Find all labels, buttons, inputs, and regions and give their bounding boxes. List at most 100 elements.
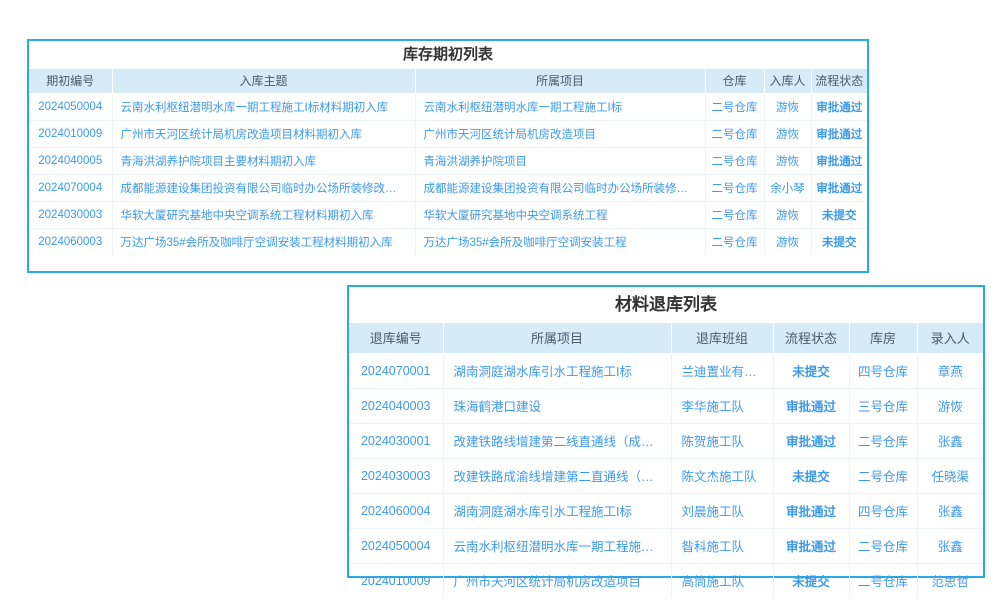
cell-code: 2024060004 xyxy=(349,493,444,529)
return-col-code[interactable]: 退库编号 xyxy=(349,323,444,354)
inventory-col-status[interactable]: 流程状态 xyxy=(811,69,867,94)
cell-subject: 万达广场35#会所及咖啡厅空调安装工程材料期初入库 xyxy=(112,228,416,255)
return-col-status[interactable]: 流程状态 xyxy=(773,323,850,354)
cell-warehouse: 三号仓库 xyxy=(849,388,918,424)
cell-subject: 云南水利枢纽潜明水库一期工程施工I标材料期初入库 xyxy=(112,93,416,121)
status-badge: 审批通过 xyxy=(773,388,850,424)
cell-subject: 华软大厦研究基地中央空调系统工程材料期初入库 xyxy=(112,201,416,229)
table-row[interactable]: 2024040003 珠海鹤港口建设 李华施工队 审批通过 三号仓库 游恢 xyxy=(349,388,983,424)
cell-project: 青海洪湖养护院项目 xyxy=(415,147,706,175)
inventory-col-code[interactable]: 期初编号 xyxy=(29,69,113,94)
cell-team: 刘晨施工队 xyxy=(671,493,774,529)
table-row[interactable]: 2024060003 万达广场35#会所及咖啡厅空调安装工程材料期初入库 万达广… xyxy=(29,228,867,255)
status-badge: 未提交 xyxy=(773,353,850,389)
cell-person: 游恢 xyxy=(764,228,812,255)
status-badge: 未提交 xyxy=(811,201,867,229)
cell-project: 改建铁路线增建第二线直通线（成都-西... xyxy=(443,423,672,459)
cell-project: 万达广场35#会所及咖啡厅空调安装工程 xyxy=(415,228,706,255)
cell-warehouse: 二号仓库 xyxy=(849,458,918,494)
cell-project: 广州市天河区统计局机房改造项目 xyxy=(443,563,672,598)
cell-code: 2024060003 xyxy=(29,228,113,255)
status-badge: 审批通过 xyxy=(811,93,867,121)
return-col-warehouse[interactable]: 库房 xyxy=(849,323,918,354)
status-badge: 审批通过 xyxy=(811,174,867,202)
table-row[interactable]: 2024040005 青海洪湖养护院项目主要材料期初入库 青海洪湖养护院项目 二… xyxy=(29,147,867,175)
cell-warehouse: 二号仓库 xyxy=(849,528,918,564)
cell-code: 2024010009 xyxy=(29,120,113,148)
cell-code: 2024070001 xyxy=(349,353,444,389)
cell-team: 李华施工队 xyxy=(671,388,774,424)
cell-team: 陈文杰施工队 xyxy=(671,458,774,494)
cell-warehouse: 二号仓库 xyxy=(849,563,918,598)
table-row[interactable]: 2024060004 湖南洞庭湖水库引水工程施工I标 刘晨施工队 审批通过 四号… xyxy=(349,493,983,529)
status-badge: 审批通过 xyxy=(773,423,850,459)
cell-project: 华软大厦研究基地中央空调系统工程 xyxy=(415,201,706,229)
status-badge: 审批通过 xyxy=(773,528,850,564)
cell-person: 任晓渠 xyxy=(917,458,983,494)
table-row[interactable]: 2024030001 改建铁路线增建第二线直通线（成都-西... 陈贺施工队 审… xyxy=(349,423,983,459)
inventory-table-title: 库存期初列表 xyxy=(29,41,867,69)
status-badge: 审批通过 xyxy=(811,120,867,148)
table-row[interactable]: 2024030003 改建铁路成渝线增建第二直通线（成渝... 陈文杰施工队 未… xyxy=(349,458,983,494)
return-table-body: 2024070001 湖南洞庭湖水库引水工程施工I标 兰迪置业有限公司 未提交 … xyxy=(349,353,983,598)
cell-code: 2024040005 xyxy=(29,147,113,175)
table-row[interactable]: 2024050004 云南水利枢纽潜明水库一期工程施工I标材料期初入库 云南水利… xyxy=(29,93,867,121)
inventory-header-row: 期初编号 入库主题 所属项目 仓库 入库人 流程状态 xyxy=(29,69,867,94)
return-header-row: 退库编号 所属项目 退库班组 流程状态 库房 录入人 xyxy=(349,323,983,354)
inventory-table-panel: 库存期初列表 期初编号 入库主题 所属项目 仓库 入库人 流程状态 202405… xyxy=(27,39,869,273)
return-col-team[interactable]: 退库班组 xyxy=(671,323,774,354)
cell-code: 2024040003 xyxy=(349,388,444,424)
cell-subject: 广州市天河区统计局机房改造项目材料期初入库 xyxy=(112,120,416,148)
cell-warehouse: 二号仓库 xyxy=(705,147,765,175)
return-table-header: 退库编号 所属项目 退库班组 流程状态 库房 录入人 xyxy=(349,323,983,354)
cell-project: 广州市天河区统计局机房改造项目 xyxy=(415,120,706,148)
status-badge: 审批通过 xyxy=(773,493,850,529)
cell-team: 陈贺施工队 xyxy=(671,423,774,459)
inventory-col-subject[interactable]: 入库主题 xyxy=(112,69,416,94)
cell-person: 游恢 xyxy=(764,120,812,148)
status-badge: 审批通过 xyxy=(811,147,867,175)
cell-warehouse: 二号仓库 xyxy=(705,120,765,148)
cell-code: 2024030003 xyxy=(29,201,113,229)
cell-project: 湖南洞庭湖水库引水工程施工I标 xyxy=(443,493,672,529)
cell-person: 章燕 xyxy=(917,353,983,389)
inventory-col-warehouse[interactable]: 仓库 xyxy=(705,69,765,94)
cell-code: 2024050004 xyxy=(29,93,113,121)
return-table-title: 材料退库列表 xyxy=(349,287,983,323)
status-badge: 未提交 xyxy=(773,563,850,598)
cell-warehouse: 二号仓库 xyxy=(705,174,765,202)
cell-team: 高筒施工队 xyxy=(671,563,774,598)
status-badge: 未提交 xyxy=(773,458,850,494)
cell-warehouse: 四号仓库 xyxy=(849,493,918,529)
table-row[interactable]: 2024070004 成都能源建设集团投资有限公司临时办公场所装修改造工程EPC… xyxy=(29,174,867,202)
inventory-table-body: 2024050004 云南水利枢纽潜明水库一期工程施工I标材料期初入库 云南水利… xyxy=(29,93,867,255)
cell-warehouse: 二号仓库 xyxy=(705,93,765,121)
cell-warehouse: 二号仓库 xyxy=(849,423,918,459)
table-row[interactable]: 2024050004 云南水利枢纽潜明水库一期工程施工I标 昝科施工队 审批通过… xyxy=(349,528,983,564)
cell-team: 兰迪置业有限公司 xyxy=(671,353,774,389)
cell-project: 云南水利枢纽潜明水库一期工程施工I标 xyxy=(443,528,672,564)
cell-person: 张鑫 xyxy=(917,493,983,529)
inventory-col-project[interactable]: 所属项目 xyxy=(415,69,706,94)
cell-project: 珠海鹤港口建设 xyxy=(443,388,672,424)
cell-warehouse: 二号仓库 xyxy=(705,228,765,255)
table-row[interactable]: 2024030003 华软大厦研究基地中央空调系统工程材料期初入库 华软大厦研究… xyxy=(29,201,867,229)
inventory-col-person[interactable]: 入库人 xyxy=(764,69,812,94)
inventory-table-header: 期初编号 入库主题 所属项目 仓库 入库人 流程状态 xyxy=(29,69,867,94)
table-row[interactable]: 2024010009 广州市天河区统计局机房改造项目材料期初入库 广州市天河区统… xyxy=(29,120,867,148)
cell-code: 2024030001 xyxy=(349,423,444,459)
cell-person: 张鑫 xyxy=(917,423,983,459)
cell-code: 2024010009 xyxy=(349,563,444,598)
cell-person: 游恢 xyxy=(764,93,812,121)
inventory-table: 期初编号 入库主题 所属项目 仓库 入库人 流程状态 2024050004 云南… xyxy=(29,69,867,255)
cell-subject: 青海洪湖养护院项目主要材料期初入库 xyxy=(112,147,416,175)
return-col-person[interactable]: 录入人 xyxy=(917,323,983,354)
cell-warehouse: 二号仓库 xyxy=(705,201,765,229)
table-row[interactable]: 2024010009 广州市天河区统计局机房改造项目 高筒施工队 未提交 二号仓… xyxy=(349,563,983,598)
cell-team: 昝科施工队 xyxy=(671,528,774,564)
status-badge: 未提交 xyxy=(822,236,857,249)
table-row[interactable]: 2024070001 湖南洞庭湖水库引水工程施工I标 兰迪置业有限公司 未提交 … xyxy=(349,353,983,389)
return-col-project[interactable]: 所属项目 xyxy=(443,323,672,354)
cell-warehouse: 四号仓库 xyxy=(849,353,918,389)
cell-person: 游恢 xyxy=(764,147,812,175)
